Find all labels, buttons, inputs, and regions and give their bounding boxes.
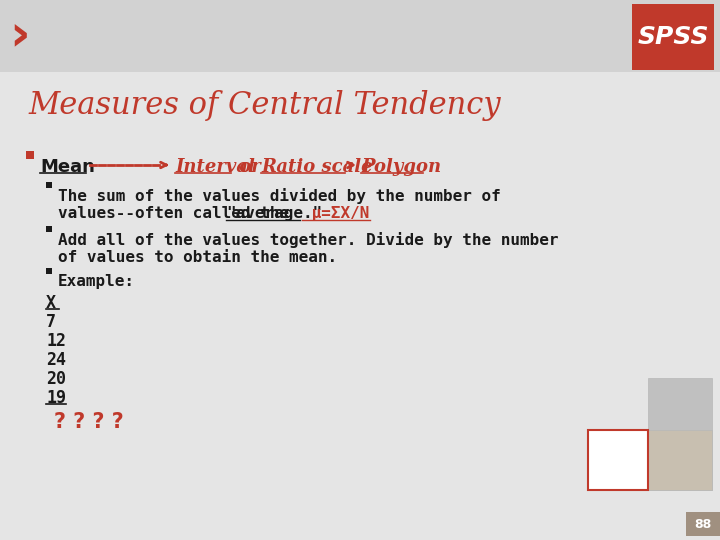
Text: 20: 20 <box>46 370 66 388</box>
Text: Polygon: Polygon <box>361 158 441 176</box>
Text: 19: 19 <box>46 389 66 407</box>
Text: 7: 7 <box>46 313 56 331</box>
Text: Interval: Interval <box>175 158 255 176</box>
Bar <box>0 0 720 72</box>
Bar <box>648 378 712 490</box>
Text: X: X <box>46 294 56 312</box>
Bar <box>46 268 52 274</box>
Bar <box>26 151 34 159</box>
Text: ›: › <box>9 12 30 60</box>
Text: Example:: Example: <box>58 274 135 289</box>
Text: Measures of Central Tendency: Measures of Central Tendency <box>28 90 500 121</box>
Text: or: or <box>233 158 267 176</box>
Text: values--often called the: values--often called the <box>58 206 299 221</box>
Text: of values to obtain the mean.: of values to obtain the mean. <box>58 250 337 265</box>
Text: Add all of the values together. Divide by the number: Add all of the values together. Divide b… <box>58 232 559 248</box>
Bar <box>632 4 714 70</box>
Text: Ratio scale: Ratio scale <box>261 158 373 176</box>
Text: ? ? ? ?: ? ? ? ? <box>54 412 124 432</box>
Text: Mean: Mean <box>40 158 95 176</box>
Bar <box>46 182 52 188</box>
Bar <box>588 430 648 490</box>
Text: 88: 88 <box>694 517 711 530</box>
Text: The sum of the values divided by the number of: The sum of the values divided by the num… <box>58 188 500 204</box>
Text: µ=ΣX/N: µ=ΣX/N <box>302 206 369 221</box>
Text: "average.": "average." <box>226 206 323 221</box>
Bar <box>46 226 52 232</box>
Bar <box>686 512 720 536</box>
Text: 12: 12 <box>46 332 66 350</box>
Bar <box>648 430 712 490</box>
Text: 24: 24 <box>46 351 66 369</box>
Text: SPSS: SPSS <box>637 25 708 49</box>
